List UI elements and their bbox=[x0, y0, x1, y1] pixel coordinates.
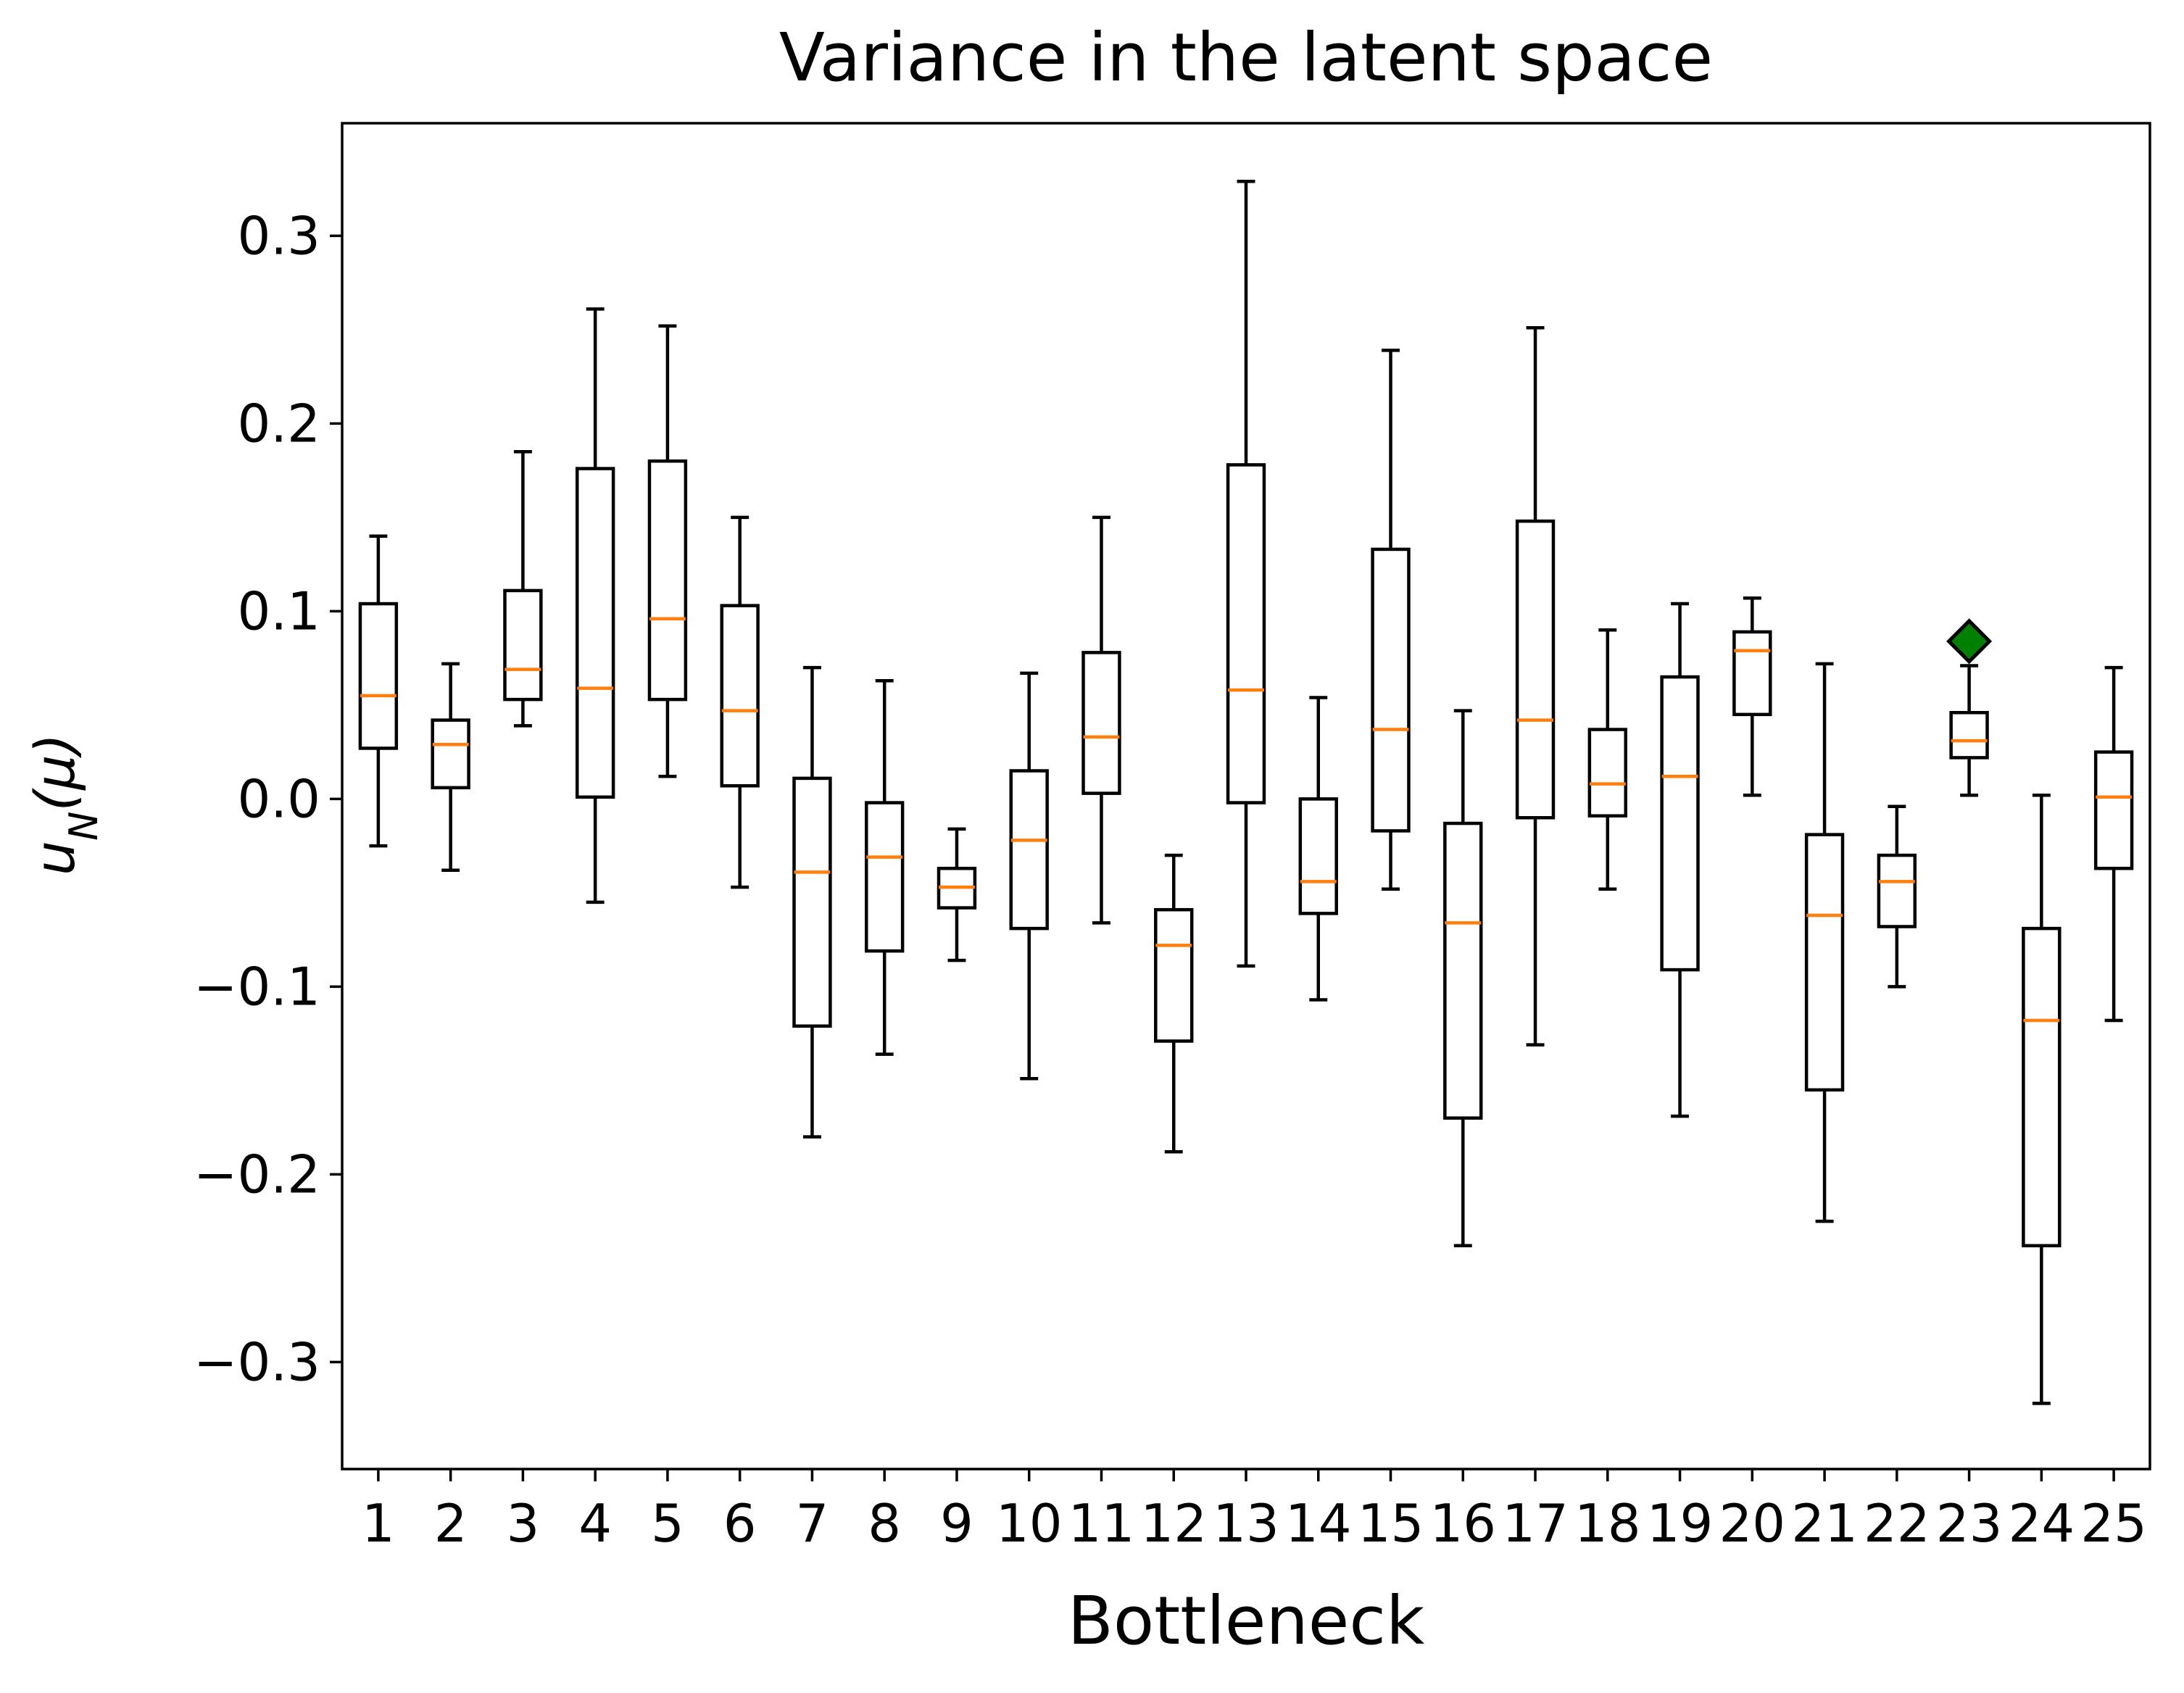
x-tick-label: 6 bbox=[723, 1493, 757, 1554]
x-tick-label: 10 bbox=[996, 1493, 1063, 1554]
chart-title: Variance in the latent space bbox=[779, 19, 1713, 96]
y-tick-label: 0.0 bbox=[237, 768, 320, 829]
x-tick-label: 1 bbox=[362, 1493, 395, 1554]
box-body bbox=[358, 602, 399, 750]
x-tick-label: 7 bbox=[796, 1493, 829, 1554]
box-body bbox=[1660, 675, 1700, 972]
box-23 bbox=[1946, 618, 1993, 797]
x-tick-label: 20 bbox=[1719, 1493, 1786, 1554]
box-17 bbox=[1515, 326, 1556, 1047]
y-tick-label: −0.1 bbox=[194, 956, 320, 1017]
x-tick-label: 8 bbox=[868, 1493, 901, 1554]
box-11 bbox=[1081, 515, 1121, 925]
box-body bbox=[1009, 769, 1049, 931]
box-21 bbox=[1804, 662, 1845, 1223]
box-body bbox=[1154, 907, 1194, 1043]
y-axis-label-main: u bbox=[22, 841, 87, 875]
y-tick-label: 0.1 bbox=[237, 581, 320, 641]
box-body bbox=[720, 604, 760, 788]
x-tick-label: 4 bbox=[578, 1493, 612, 1554]
box-19 bbox=[1660, 602, 1700, 1118]
box-body bbox=[1443, 821, 1483, 1120]
x-tick-label: 2 bbox=[434, 1493, 468, 1554]
box-body bbox=[1949, 710, 1989, 760]
y-axis-label: uN(μ) bbox=[22, 733, 107, 875]
box-24 bbox=[2022, 793, 2061, 1405]
box-body bbox=[1081, 651, 1121, 795]
box-body bbox=[503, 588, 543, 702]
box-5 bbox=[647, 324, 688, 778]
box-body bbox=[792, 776, 832, 1028]
box-6 bbox=[720, 515, 760, 889]
outlier-marker bbox=[1946, 618, 1993, 665]
x-tick-label: 24 bbox=[2009, 1493, 2075, 1554]
box-body bbox=[2093, 750, 2134, 870]
plot-area bbox=[341, 122, 2151, 1471]
y-axis-label-subscript: N bbox=[61, 812, 107, 841]
box-1 bbox=[358, 534, 399, 848]
box-body bbox=[1298, 797, 1338, 915]
x-tick-label: 19 bbox=[1647, 1493, 1714, 1554]
box-body bbox=[647, 459, 688, 702]
x-axis-label: Bottleneck bbox=[1068, 1582, 1425, 1660]
x-tick-label: 21 bbox=[1791, 1493, 1858, 1554]
box-9 bbox=[937, 827, 977, 962]
box-8 bbox=[865, 678, 905, 1056]
box-20 bbox=[1732, 596, 1772, 797]
x-tick-label: 23 bbox=[1936, 1493, 2003, 1554]
box-2 bbox=[431, 662, 470, 873]
box-18 bbox=[1587, 628, 1627, 891]
y-tick-label: −0.2 bbox=[194, 1144, 320, 1205]
x-tick-label: 9 bbox=[940, 1493, 973, 1554]
box-body bbox=[865, 801, 905, 953]
box-4 bbox=[575, 307, 615, 904]
x-tick-label: 14 bbox=[1285, 1493, 1352, 1554]
box-7 bbox=[792, 665, 832, 1139]
x-tick-label: 15 bbox=[1358, 1493, 1424, 1554]
box-body bbox=[1587, 728, 1627, 818]
box-body bbox=[1732, 630, 1772, 717]
x-tick-label: 16 bbox=[1429, 1493, 1496, 1554]
x-tick-label: 22 bbox=[1864, 1493, 1930, 1554]
x-tick-label: 25 bbox=[2080, 1493, 2147, 1554]
box-12 bbox=[1154, 853, 1194, 1154]
box-3 bbox=[503, 449, 543, 728]
box-body bbox=[2022, 926, 2061, 1248]
box-body bbox=[1371, 547, 1411, 833]
x-tick-label: 12 bbox=[1140, 1493, 1207, 1554]
x-axis: 1 2 3 4 5 6 7 8 9 10 11 12 13 14 15 16 17 18 19 20 21 22 23 24 2… bbox=[362, 1469, 2147, 1554]
box-10 bbox=[1009, 671, 1049, 1081]
x-tick-label: 11 bbox=[1068, 1493, 1135, 1554]
y-tick-label: −0.3 bbox=[194, 1331, 320, 1392]
y-tick-label: 0.2 bbox=[237, 393, 320, 454]
box-body bbox=[1226, 463, 1266, 804]
box-body bbox=[431, 718, 470, 790]
x-tick-label: 3 bbox=[506, 1493, 539, 1554]
box-13 bbox=[1226, 180, 1266, 968]
y-tick-label: 0.3 bbox=[237, 205, 320, 266]
x-tick-label: 18 bbox=[1574, 1493, 1641, 1554]
y-axis-label-rest: (μ) bbox=[22, 733, 87, 812]
x-tick-label: 13 bbox=[1213, 1493, 1279, 1554]
box-16 bbox=[1443, 709, 1483, 1248]
x-tick-label: 5 bbox=[651, 1493, 684, 1554]
box-25 bbox=[2093, 665, 2134, 1023]
box-body bbox=[1877, 853, 1917, 928]
box-body bbox=[1515, 519, 1556, 820]
box-15 bbox=[1371, 349, 1411, 891]
x-tick-label: 17 bbox=[1502, 1493, 1569, 1554]
box-body bbox=[1804, 833, 1845, 1092]
box-body bbox=[575, 467, 615, 799]
y-axis: 0.3 0.2 0.1 0.0 −0.1 −0.2 −0.3 bbox=[194, 205, 342, 1392]
box-22 bbox=[1877, 804, 1917, 989]
box-14 bbox=[1298, 696, 1338, 1002]
